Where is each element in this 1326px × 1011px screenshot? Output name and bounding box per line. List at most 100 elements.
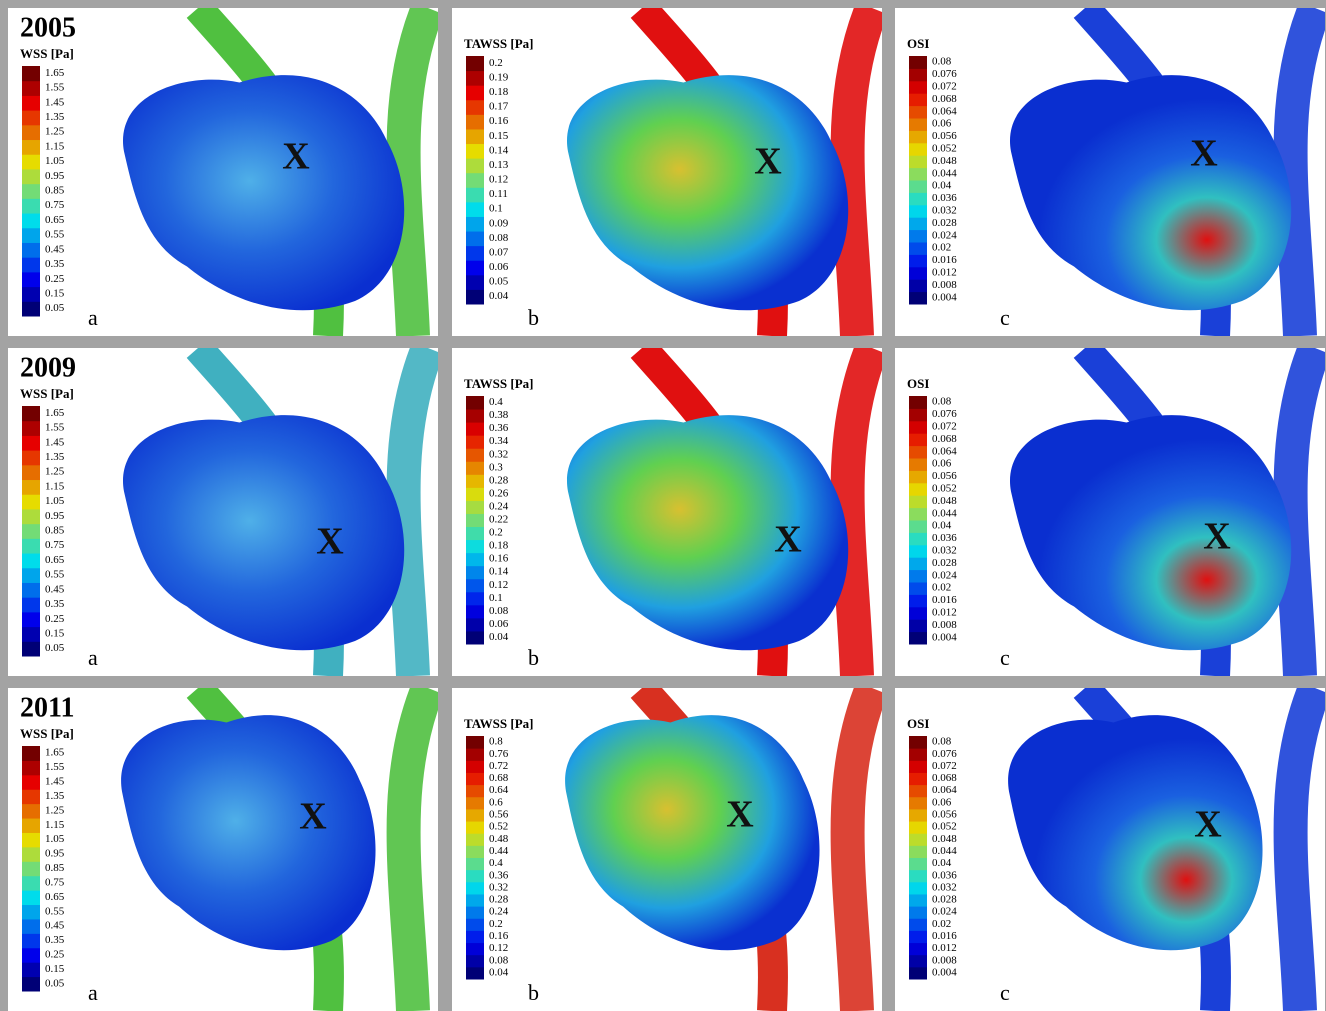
colorbar-tick-label: 0.044 [932, 845, 957, 857]
colorbar-tick-label: 0.068 [932, 433, 957, 445]
colorbar-tick-label: 0.35 [45, 258, 65, 270]
colorbar-tick-label: 1.35 [45, 111, 65, 123]
colorbar-tick-label: 1.35 [45, 451, 65, 463]
colorbar-tick-label: 0.4 [489, 857, 503, 869]
colorbar-tick-label: 0.12 [489, 174, 508, 186]
colorbar-tick-label: 0.72 [489, 760, 508, 772]
colorbar-tick-label: 0.28 [489, 894, 509, 906]
colorbar-cell [909, 955, 927, 968]
colorbar-cell [909, 532, 927, 545]
colorbar-tick-label: 1.55 [45, 422, 65, 434]
colorbar-tick-label: 1.25 [45, 126, 65, 138]
colorbar-tick-label: 0.36 [489, 422, 509, 434]
colorbar-cell [22, 553, 40, 568]
colorbar-tick-label: 0.15 [45, 627, 65, 639]
colorbar-tick-label: 0.048 [932, 495, 957, 507]
colorbar-tick-label: 0.072 [932, 421, 957, 433]
colorbar-tick-label: 1.65 [45, 67, 65, 79]
colorbar-tick-label: 0.26 [489, 487, 509, 499]
colorbar-cell [22, 110, 40, 125]
colorbar-cell [22, 568, 40, 583]
colorbar-tick-label: 0.24 [489, 500, 509, 512]
panel-letter: c [1000, 645, 1010, 670]
panel: OSI0.0040.0080.0120.0160.020.0240.0280.0… [895, 348, 1325, 676]
colorbar-cell [22, 213, 40, 228]
colorbar-cell [466, 158, 484, 173]
colorbar-tick-label: 1.65 [45, 407, 65, 419]
site-marker: X [299, 796, 326, 838]
colorbar-tick-label: 0.028 [932, 557, 957, 569]
colorbar-tick-label: 0.036 [932, 869, 957, 881]
colorbar-cell [22, 95, 40, 110]
colorbar-cell [909, 748, 927, 761]
colorbar-cell [909, 433, 927, 446]
colorbar-cell [909, 230, 927, 243]
colorbar-tick-label: 0.19 [489, 71, 509, 83]
colorbar-tick-label: 1.55 [45, 82, 65, 94]
colorbar-tick-label: 0.56 [489, 809, 509, 821]
colorbar-tick-label: 0.04 [932, 857, 952, 869]
panel: 2011WSS [Pa]0.050.150.250.350.450.550.65… [8, 688, 438, 1011]
colorbar-cell [22, 538, 40, 553]
panel: TAWSS [Pa]0.040.080.120.160.20.240.280.3… [452, 688, 882, 1011]
colorbar-cell [909, 254, 927, 267]
colorbar-cell [909, 279, 927, 292]
colorbar-tick-label: 0.45 [45, 243, 65, 255]
colorbar-cell [466, 906, 484, 919]
colorbar-cell [909, 267, 927, 280]
colorbar-cell [909, 809, 927, 822]
colorbar-cell [909, 833, 927, 846]
colorbar-cell [909, 217, 927, 230]
colorbar-cell [909, 821, 927, 834]
colorbar-tick-label: 0.2 [489, 918, 503, 930]
colorbar-cell [909, 594, 927, 607]
colorbar-cell [909, 520, 927, 533]
colorbar-cell [466, 605, 484, 619]
colorbar-tick-label: 0.052 [932, 483, 957, 495]
colorbar-cell [22, 948, 40, 963]
colorbar-tick-label: 0.04 [932, 180, 952, 192]
legend-title: OSI [907, 376, 929, 391]
colorbar-cell [22, 154, 40, 169]
legend-title: TAWSS [Pa] [464, 376, 533, 391]
panel-letter: a [88, 645, 98, 670]
colorbar-tick-label: 0.95 [45, 170, 65, 182]
colorbar-cell [466, 396, 484, 410]
colorbar-cell [909, 557, 927, 570]
colorbar-cell [909, 894, 927, 907]
colorbar-cell [466, 870, 484, 883]
page: 2005WSS [Pa]0.050.150.250.350.450.550.65… [0, 0, 1326, 1011]
colorbar-cell [466, 845, 484, 858]
colorbar-cell [466, 202, 484, 217]
colorbar-tick-label: 0.04 [489, 290, 509, 302]
colorbar-cell [909, 906, 927, 919]
colorbar-cell [22, 890, 40, 905]
colorbar-tick-label: 0.38 [489, 409, 509, 421]
colorbar-tick-label: 0.85 [45, 862, 65, 874]
colorbar-cell [909, 56, 927, 69]
colorbar-tick-label: 0.13 [489, 159, 509, 171]
colorbar-cell [909, 130, 927, 143]
panel: OSI0.0040.0080.0120.0160.020.0240.0280.0… [895, 8, 1325, 336]
colorbar-cell [22, 406, 40, 421]
panel: TAWSS [Pa]0.040.050.060.070.080.090.10.1… [452, 8, 882, 336]
colorbar-tick-label: 0.25 [45, 949, 65, 961]
colorbar-cell [22, 789, 40, 804]
colorbar-tick-label: 0.06 [932, 458, 952, 470]
colorbar-tick-label: 0.02 [932, 918, 951, 930]
colorbar-cell [466, 500, 484, 514]
colorbar-cell [909, 81, 927, 94]
colorbar-tick-label: 0.2 [489, 527, 503, 539]
panel-letter: b [528, 645, 539, 670]
colorbar-cell [909, 68, 927, 81]
colorbar-cell [22, 977, 40, 992]
colorbar-tick-label: 1.45 [45, 436, 65, 448]
colorbar-tick-label: 0.64 [489, 784, 509, 796]
colorbar-tick-label: 0.48 [489, 833, 509, 845]
colorbar-cell [909, 930, 927, 943]
colorbar-tick-label: 0.036 [932, 192, 957, 204]
colorbar-tick-label: 0.076 [932, 68, 957, 80]
colorbar-cell [466, 487, 484, 501]
panel-letter: b [528, 305, 539, 330]
colorbar-tick-label: 0.95 [45, 848, 65, 860]
